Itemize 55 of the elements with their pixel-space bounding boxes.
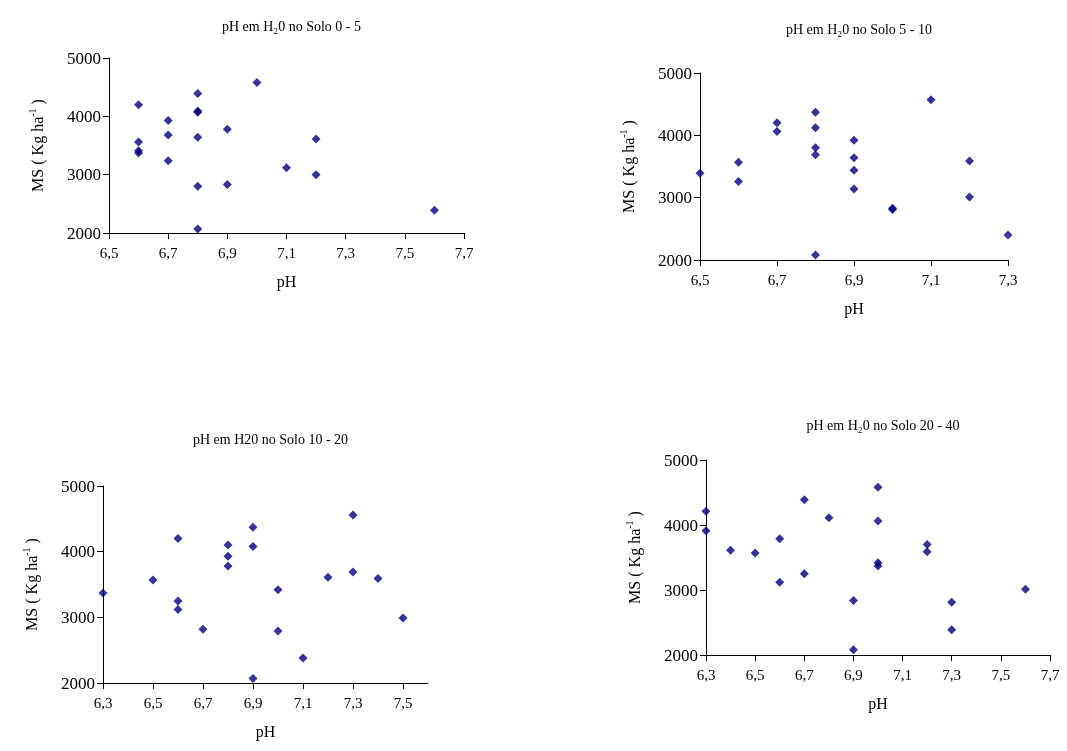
x-tick-label: 7,5 [395,244,415,261]
x-tick-label: 7,7 [1040,666,1060,683]
x-tick-label: 6,5 [99,244,119,261]
y-tick-label: 5000 [658,63,692,83]
x-tick-label: 7,1 [893,666,912,683]
x-tick-label: 7,3 [336,244,356,261]
x-tick-label: 6,9 [844,271,864,288]
y-axis-title: MS ( Kg ha-1 ) [623,511,644,604]
x-tick-label: 6,5 [745,666,765,683]
y-tick-label: 2000 [664,645,698,665]
x-tick-label: 7,1 [277,244,296,261]
y-tick-label: 5000 [61,476,95,496]
x-tick-label: 7,3 [998,271,1018,288]
y-tick-label: 2000 [658,250,692,270]
x-tick-label: 6,7 [158,244,179,261]
y-tick-label: 2000 [61,673,95,693]
chart-title: pH em H20 no Solo 10 - 20 [192,431,349,447]
y-axis-title: MS ( Kg ha-1 ) [20,538,41,631]
y-tick-label: 4000 [658,125,692,145]
x-axis-title: pH [276,272,297,291]
x-tick-label: 6,9 [243,694,263,711]
x-axis-title: pH [255,722,276,741]
chart-title: pH em H₂0 no Solo 20 - 40 [806,417,960,433]
chart-title: pH em H₂0 no Solo 5 - 10 [785,21,933,37]
x-tick-label: 7,1 [293,694,313,711]
x-tick-label: 7,5 [991,666,1011,683]
y-tick-label: 4000 [67,106,101,126]
y-axis-title: MS ( Kg ha-1 ) [26,99,47,192]
y-tick-label: 4000 [664,515,698,535]
x-axis-title: pH [868,694,889,713]
x-tick-label: 6,9 [217,244,237,261]
y-tick-label: 5000 [67,48,101,68]
x-axis-title: pH [844,299,865,318]
x-tick-label: 6,7 [767,271,787,288]
y-tick-label: 3000 [61,607,95,627]
x-tick-label: 6,9 [844,666,863,683]
x-tick-label: 7,5 [393,694,413,711]
x-tick-label: 7,3 [343,694,363,711]
y-tick-label: 5000 [664,450,698,470]
y-tick-label: 3000 [664,580,698,600]
y-axis-title: MS ( Kg ha-1 ) [617,120,638,213]
x-tick-label: 6,5 [690,271,710,288]
x-tick-label: 6,7 [794,666,815,683]
y-tick-label: 3000 [67,165,101,185]
chart-title: pH em H₂0 no Solo 0 - 5 [221,18,362,34]
x-tick-label: 7,1 [921,271,941,288]
x-tick-label: 6,3 [696,666,716,683]
y-tick-label: 3000 [658,188,692,208]
x-tick-label: 6,3 [93,694,113,711]
x-tick-label: 7,7 [454,244,474,261]
x-tick-label: 6,5 [143,694,163,711]
x-tick-label: 6,7 [193,694,213,711]
x-tick-label: 7,3 [942,666,962,683]
y-tick-label: 2000 [67,223,101,243]
y-tick-label: 4000 [61,542,95,562]
